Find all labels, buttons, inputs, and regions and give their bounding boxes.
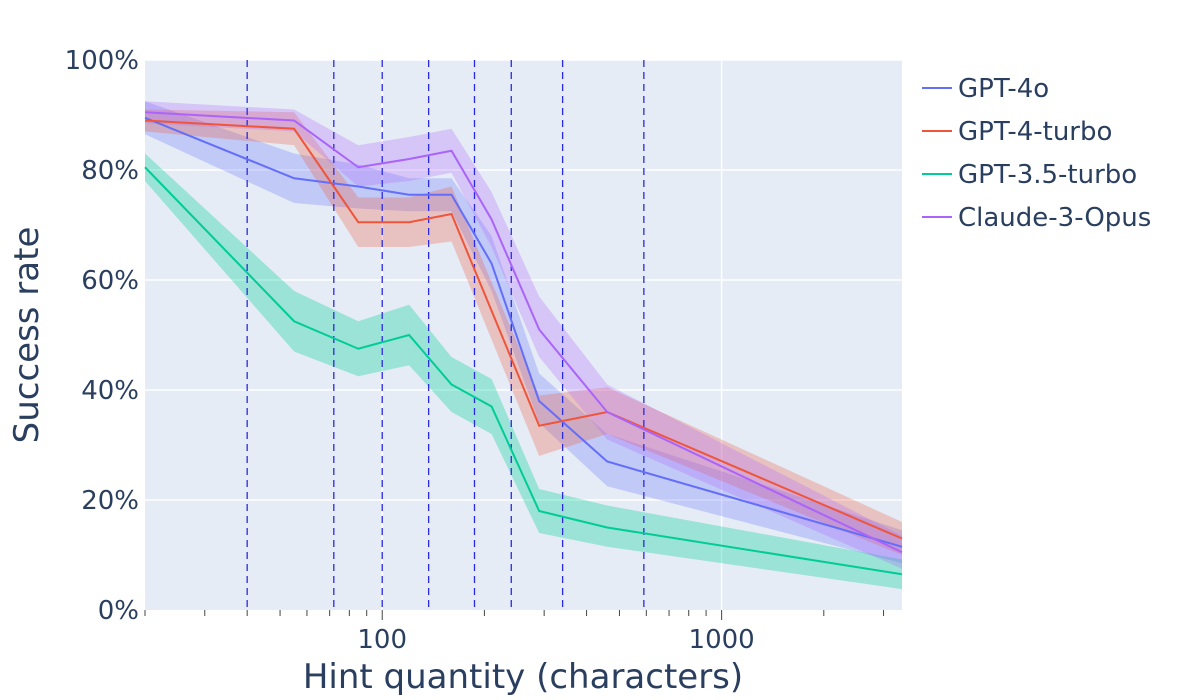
series-line-2 — [144, 166, 903, 576]
legend-label: GPT-3.5-turbo — [958, 160, 1137, 190]
x-axis-ticks: 100 1000 — [144, 610, 885, 655]
band-3 — [145, 101, 902, 569]
y-tick-label: 20% — [81, 486, 139, 516]
x-axis-title: Hint quantity (characters) — [303, 657, 743, 697]
legend-label: GPT-4o — [958, 74, 1049, 104]
series-line-0 — [144, 116, 903, 548]
legend: GPT-4o GPT-4-turbo GPT-3.5-turbo Claude-3-O… — [922, 74, 1151, 233]
band-1 — [145, 109, 902, 555]
y-tick-label: 40% — [81, 376, 139, 406]
plot-background — [145, 60, 902, 610]
y-tick-label: 80% — [81, 156, 139, 186]
y-tick-label: 60% — [81, 266, 139, 296]
threshold-lines — [246, 60, 645, 610]
series-line-1 — [144, 119, 903, 540]
x-tick-label: 1000 — [689, 625, 755, 655]
series-line-3 — [144, 111, 903, 554]
band-0 — [145, 101, 902, 564]
y-axis-ticks: 0% 20% 40% 60% 80% 100% — [65, 46, 139, 626]
legend-label: Claude-3-Opus — [958, 203, 1151, 233]
confidence-bands — [145, 101, 902, 590]
y-axis-title: Success rate — [7, 227, 47, 444]
x-tick-label: 100 — [357, 625, 407, 655]
y-tick-label: 100% — [65, 46, 139, 76]
series-lines — [144, 111, 903, 576]
legend-label: GPT-4-turbo — [958, 117, 1112, 147]
y-tick-label: 0% — [98, 596, 139, 626]
